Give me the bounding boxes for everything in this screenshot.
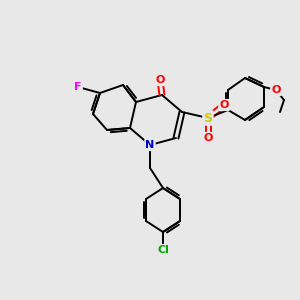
Text: Cl: Cl — [157, 245, 169, 255]
Text: S: S — [203, 112, 212, 124]
Text: O: O — [203, 133, 213, 143]
Text: N: N — [146, 140, 154, 150]
Text: O: O — [219, 100, 229, 110]
Text: O: O — [271, 85, 281, 95]
Text: O: O — [155, 75, 165, 85]
Text: F: F — [74, 82, 82, 92]
